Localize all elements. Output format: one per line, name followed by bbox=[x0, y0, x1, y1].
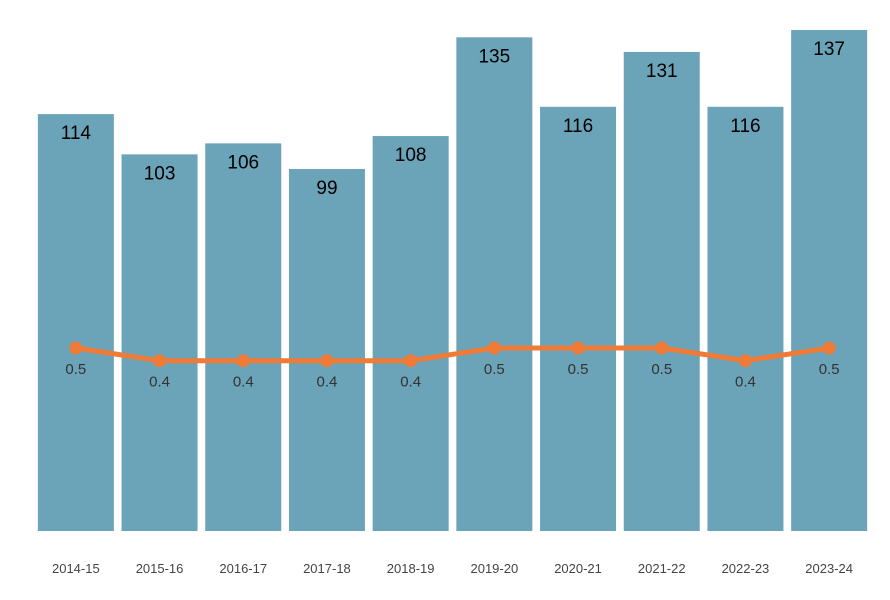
bar-value-label: 137 bbox=[813, 39, 845, 60]
line-point-2023-24 bbox=[822, 341, 836, 355]
bar-value-label: 99 bbox=[316, 178, 337, 199]
line-path bbox=[73, 345, 832, 364]
line-point-2017-18 bbox=[320, 354, 334, 368]
line-point-2015-16 bbox=[153, 354, 167, 368]
bar-value-label: 135 bbox=[478, 46, 510, 67]
line-point-2020-21 bbox=[571, 341, 585, 355]
bar-value-label: 116 bbox=[563, 116, 593, 137]
x-tick-label: 2018-19 bbox=[387, 561, 435, 576]
bar-2018-19 bbox=[372, 136, 449, 532]
x-tick-label: 2016-17 bbox=[219, 561, 267, 576]
line-value-label: 0.5 bbox=[65, 361, 86, 378]
x-tick-label: 2022-23 bbox=[722, 561, 770, 576]
line-point-2014-15 bbox=[69, 341, 83, 355]
bar-value-label: 103 bbox=[144, 163, 176, 184]
bar-value-label: 108 bbox=[395, 145, 427, 166]
line-point-2016-17 bbox=[236, 354, 250, 368]
x-tick-label: 2014-15 bbox=[52, 561, 100, 576]
line-value-label: 0.5 bbox=[819, 361, 840, 378]
line-value-label: 0.4 bbox=[735, 374, 756, 391]
bar-2016-17 bbox=[205, 143, 282, 532]
bar-series: 114 103 106 99 108 135 116 131 116 137 bbox=[37, 30, 868, 532]
bar-2023-24 bbox=[791, 30, 868, 531]
line-point-2019-20 bbox=[487, 341, 501, 355]
line-value-label: 0.5 bbox=[568, 361, 589, 378]
line-value-label: 0.4 bbox=[149, 374, 170, 391]
bar-2020-21 bbox=[540, 106, 617, 532]
line-point-2018-19 bbox=[404, 354, 418, 368]
line-value-label: 0.5 bbox=[651, 361, 672, 378]
x-tick-label: 2023-24 bbox=[805, 561, 853, 576]
bar-2022-23 bbox=[707, 106, 784, 532]
bar-2021-22 bbox=[623, 51, 700, 531]
line-value-label: 0.4 bbox=[233, 374, 254, 391]
bar-2017-18 bbox=[288, 168, 365, 531]
bar-value-label: 114 bbox=[61, 123, 92, 144]
bar-2015-16 bbox=[121, 154, 198, 531]
bar-2014-15 bbox=[37, 114, 114, 532]
line-value-label: 0.4 bbox=[400, 374, 421, 391]
x-axis-ticks: 2014-15 2015-16 2016-17 2017-18 2018-19 2019-… bbox=[52, 561, 853, 576]
bar-value-label: 106 bbox=[227, 152, 259, 173]
line-point-2022-23 bbox=[738, 354, 752, 368]
line-series: 0.5 0.4 0.4 0.4 0.4 0.5 0.5 0.5 0.4 0.5 bbox=[65, 341, 840, 391]
line-point-2021-22 bbox=[655, 341, 669, 355]
bar-value-label: 116 bbox=[730, 116, 760, 137]
line-value-label: 0.5 bbox=[484, 361, 505, 378]
line-value-label: 0.4 bbox=[317, 374, 338, 391]
bar-value-label: 131 bbox=[646, 61, 678, 82]
bar-2019-20 bbox=[456, 37, 533, 532]
x-tick-label: 2015-16 bbox=[136, 561, 184, 576]
x-tick-label: 2020-21 bbox=[554, 561, 602, 576]
x-tick-label: 2017-18 bbox=[303, 561, 351, 576]
x-tick-label: 2019-20 bbox=[470, 561, 518, 576]
x-tick-label: 2021-22 bbox=[638, 561, 686, 576]
